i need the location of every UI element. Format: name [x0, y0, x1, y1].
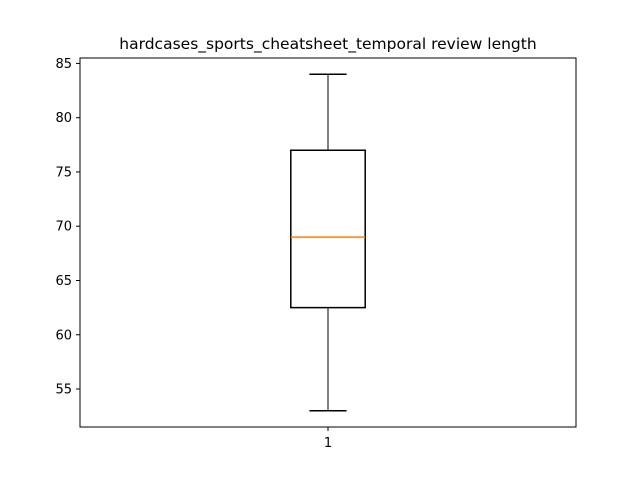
y-tick-label: 60 [55, 328, 72, 343]
y-tick-label: 70 [55, 220, 72, 235]
y-tick-label: 80 [55, 111, 72, 126]
box-iqr [290, 149, 366, 309]
x-tick-label: 1 [324, 436, 332, 451]
y-tick-label: 85 [55, 57, 72, 72]
plot-area: 55 60 65 70 75 80 85 1 [55, 57, 577, 451]
y-tick-label: 55 [55, 383, 72, 398]
chart-title: hardcases_sports_cheatsheet_temporal rev… [119, 35, 536, 54]
y-tick-label: 65 [55, 274, 72, 289]
y-tick-label: 75 [55, 165, 72, 180]
